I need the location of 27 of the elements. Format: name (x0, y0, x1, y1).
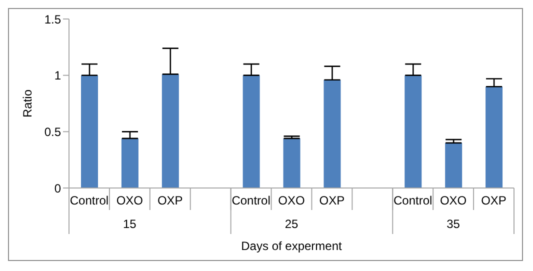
y-tick-label: 1.5 (44, 12, 62, 26)
x-tick-label: Control (70, 194, 109, 208)
x-tick-label: OXP (319, 194, 345, 208)
bar (445, 142, 462, 188)
bar (324, 80, 341, 188)
bar (121, 138, 138, 188)
y-tick-label: 1 (54, 68, 62, 83)
y-tick-label: 0 (54, 181, 62, 196)
x-tick-label: OXO (440, 194, 467, 208)
bar (162, 74, 179, 188)
x-tick-label: Control (232, 194, 270, 208)
x-tick-label: OXP (157, 194, 183, 208)
x-tick-label: OXO (116, 194, 144, 208)
bar (486, 86, 503, 188)
x-tick-label: Control (394, 194, 432, 208)
x-axis-title: Days of experment (241, 239, 343, 253)
text: 35 (446, 217, 460, 231)
bar (242, 75, 260, 188)
x-tick-label: OXO (278, 194, 305, 208)
bar (283, 138, 300, 188)
text: 25 (284, 217, 298, 231)
bar (81, 75, 98, 188)
y-tick-label: 0.5 (44, 124, 62, 139)
y-axis-title: Ratio (20, 89, 34, 118)
text: 15 (123, 217, 137, 231)
x-tick-label: OXP (481, 194, 506, 208)
bar (404, 75, 422, 188)
